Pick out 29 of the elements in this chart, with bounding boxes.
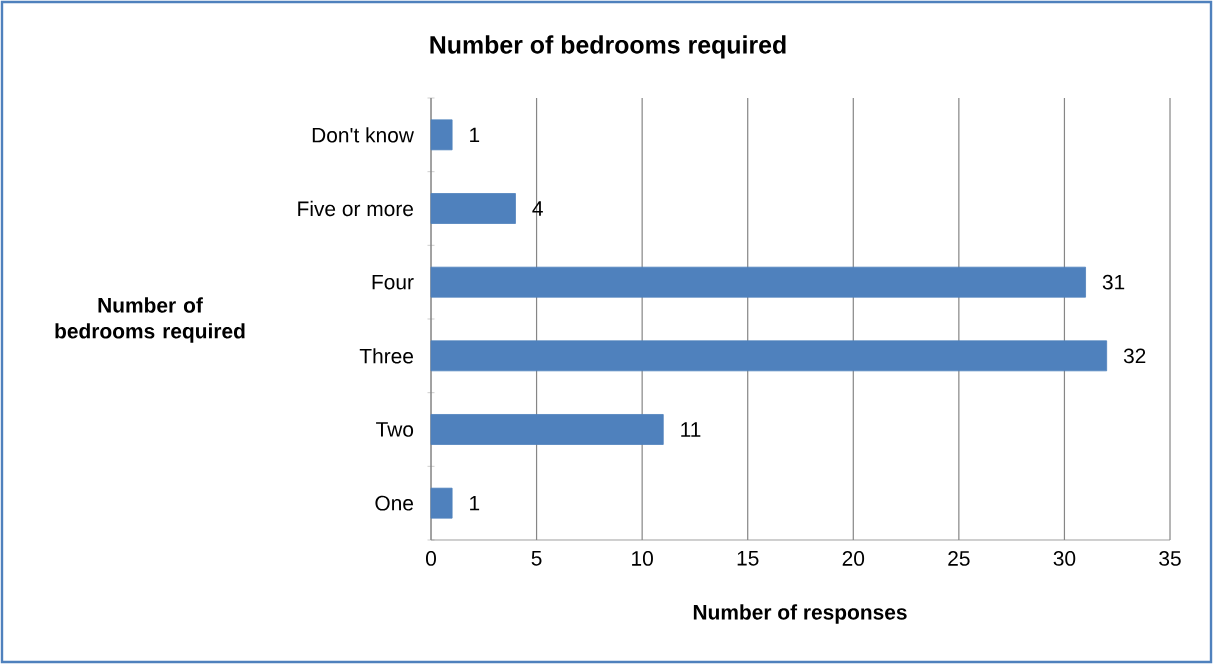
y-tick-label: Don't know	[312, 127, 414, 143]
data-label: 1	[470, 495, 480, 511]
x-tick-label: 30	[1053, 551, 1076, 566]
bar	[430, 487, 453, 519]
y-axis-title: Number of bedrooms required	[55, 297, 245, 343]
y-tick-label: Three	[359, 348, 414, 364]
y-tick-label: Four	[372, 274, 414, 290]
y-tick-label: Five or more	[298, 200, 413, 217]
data-label: 11	[681, 422, 701, 437]
data-label: 1	[470, 127, 480, 143]
data-label: 4	[532, 201, 543, 216]
bar	[430, 340, 1108, 372]
x-tick-label: 5	[531, 551, 542, 566]
bar	[430, 193, 516, 224]
bar	[430, 266, 1086, 298]
x-tick-label: 20	[842, 551, 865, 566]
x-tick-label: 15	[737, 551, 759, 566]
x-tick-label: 10	[632, 551, 653, 566]
x-tick-label: 25	[948, 551, 970, 566]
bar	[430, 119, 453, 151]
x-axis-title: Number of responses	[693, 604, 907, 624]
data-label: 32	[1123, 348, 1146, 364]
data-label: 31	[1102, 274, 1125, 290]
chart-title: Number of bedrooms required	[430, 35, 786, 59]
y-tick-label: One	[375, 495, 414, 511]
y-tick-label: Two	[376, 422, 414, 437]
x-tick-label: 0	[426, 551, 436, 566]
bar	[430, 414, 664, 445]
x-tick-label: 35	[1159, 551, 1181, 566]
